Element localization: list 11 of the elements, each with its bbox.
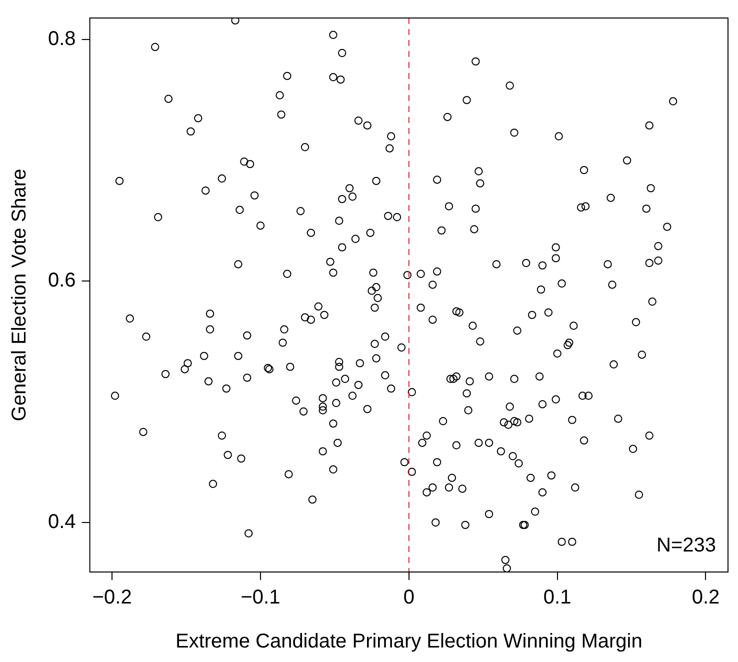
x-tick-label: 0 [403, 586, 414, 609]
y-tick-label: 0.6 [48, 270, 76, 292]
x-axis-title: Extreme Candidate Primary Election Winning Margin [175, 630, 642, 653]
x-tick-label: −0.1 [240, 586, 280, 609]
annotation: N=233 [656, 534, 716, 557]
y-axis-title: General Election Vote Share [8, 168, 31, 422]
x-tick-label: 0.1 [543, 586, 572, 609]
y-tick-label: 0.4 [48, 511, 76, 534]
y-tick-label: 0.8 [48, 28, 76, 50]
x-tick-label: −0.2 [92, 586, 132, 609]
x-tick-label: 0.2 [692, 586, 720, 609]
